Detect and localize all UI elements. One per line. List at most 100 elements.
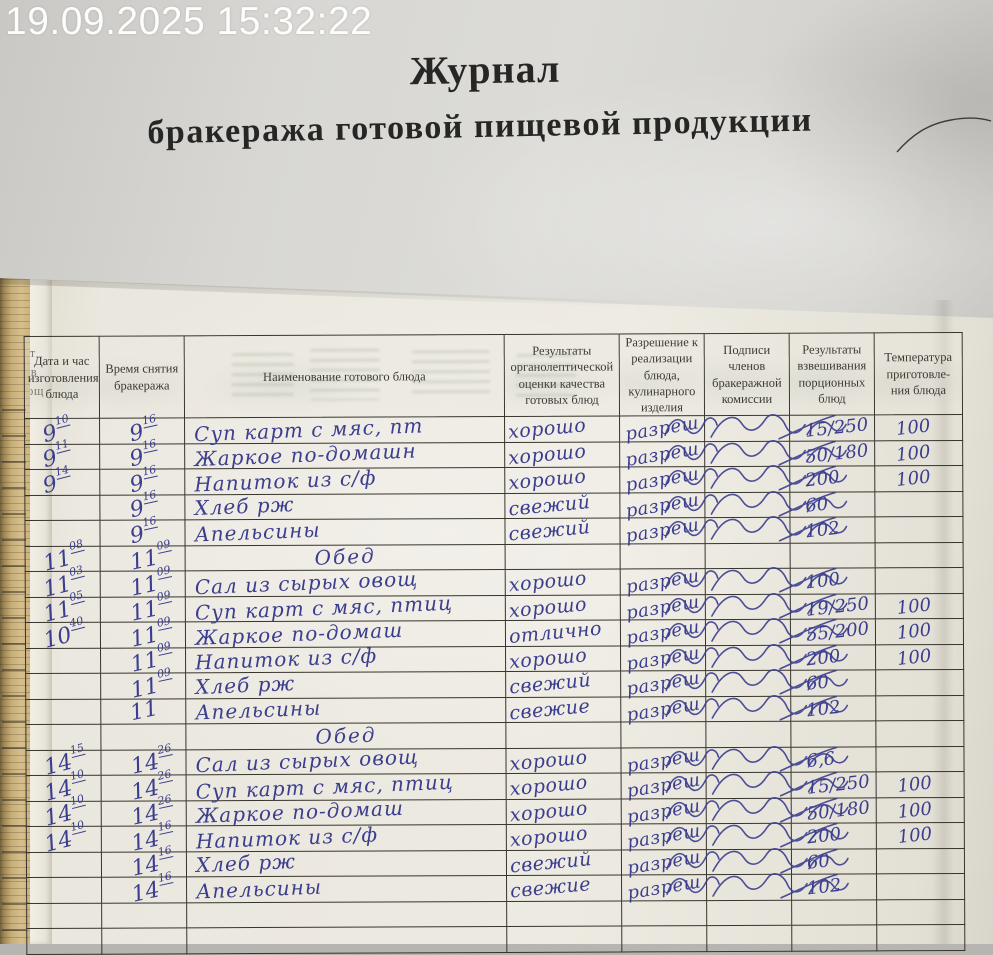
handwriting: Обед: [314, 543, 377, 570]
cell-temperature: [876, 924, 965, 951]
handwriting: хорошо: [508, 745, 589, 775]
cell-signatures: [665, 745, 849, 773]
cell-quality: свежие: [505, 695, 621, 724]
handwriting: 60: [804, 492, 830, 517]
cell-permission: [621, 900, 707, 927]
cell-quality: свежий: [506, 848, 622, 877]
cell-weight: 200: [791, 823, 877, 849]
cell-temperature: [875, 746, 965, 773]
handwriting: разреш: [625, 871, 703, 905]
cell-check-time: 11: [100, 695, 186, 726]
cell-signatures: [664, 490, 848, 518]
cell-quality: свежий: [504, 491, 620, 520]
cell-weight: [791, 925, 877, 951]
cell-signatures: [664, 516, 848, 544]
cell-temperature: 100: [874, 465, 963, 492]
handwriting: хорошо: [507, 439, 588, 469]
handwriting: свежие: [509, 873, 592, 903]
handwriting: хорошо: [508, 796, 589, 826]
cell-temperature: [874, 491, 963, 518]
cell-permission: разреш: [619, 463, 705, 496]
page-stack-sliver: [30, 258, 52, 944]
cell-dish-name: Напиток из с/ф: [184, 464, 505, 496]
cell-permission: [621, 925, 707, 952]
handwriting: 200: [805, 823, 843, 849]
handwriting: Обед: [314, 721, 377, 749]
cell-dish-name: Хлеб рж: [186, 849, 507, 878]
cell-weight: [790, 721, 876, 747]
cell-quality: хорошо: [506, 796, 622, 826]
bleed-through-smudge: [515, 353, 576, 398]
handwriting: 6,6: [805, 747, 837, 772]
handwriting: Хлеб рж: [194, 670, 296, 699]
cell-made-time: 1410: [26, 818, 102, 857]
cell-dish-name: Апельсины: [186, 874, 507, 903]
cell-weight: [791, 899, 877, 926]
cell-dish-name: Суп карт с мяс, птиц: [186, 769, 507, 804]
cell-signatures: [664, 567, 848, 595]
handwriting: 15/250: [805, 771, 871, 799]
cell-check-time: 1416: [101, 868, 187, 907]
handwriting: 102: [804, 517, 841, 543]
cell-temperature: [876, 873, 965, 900]
cell-weight: 60: [789, 491, 875, 518]
cell-made-time: [26, 851, 102, 878]
handwriting: Суп карт с мяс, птиц: [195, 769, 455, 804]
cell-temperature: [874, 516, 964, 543]
cell-temperature: 100: [875, 593, 964, 620]
handwriting: разреш: [624, 514, 701, 548]
cell-check-time: 1109: [100, 588, 186, 627]
handwriting: 200: [804, 466, 841, 492]
handwriting: Напиток из с/ф: [194, 643, 378, 675]
cell-check-time: 1426: [101, 792, 187, 831]
cell-dish-name: Напиток из с/ф: [185, 643, 506, 675]
cell-check-time: 1109: [100, 639, 186, 678]
handwriting: свежий: [507, 516, 592, 546]
cell-weight: 102: [791, 874, 877, 900]
cell-dish-name: [186, 926, 507, 954]
handwriting: 55/200: [804, 618, 871, 646]
header-row: Дата и час изготовления блюда Время снят…: [24, 332, 963, 419]
cell-permission: разреш: [620, 616, 706, 649]
cell-quality: хорошо: [504, 439, 620, 469]
page-crease: [932, 300, 954, 944]
bleed-through-smudge: [309, 348, 380, 401]
handwriting: Хлеб рж: [193, 492, 295, 521]
handwriting: хорошо: [507, 567, 588, 597]
cell-weight: 50/180: [791, 797, 877, 824]
cell-signatures: [665, 592, 848, 620]
cell-temperature: [875, 695, 964, 722]
cell-made-time: 914: [24, 462, 100, 499]
cell-quality: [505, 543, 621, 570]
handwriting: 50/180: [804, 439, 870, 468]
cell-check-time: 916: [99, 513, 186, 549]
handwriting: хорошо: [507, 592, 588, 622]
handwriting: 100: [894, 415, 932, 440]
cell-dish-name: Хлеб рж: [184, 492, 505, 521]
cell-dish-name: Суп карт с мяс, пт: [184, 413, 505, 446]
cell-signatures: [665, 618, 848, 646]
cell-check-time: 1426: [101, 766, 187, 805]
handwriting: 11: [127, 695, 161, 726]
cell-made-time: [24, 494, 100, 521]
row-line-ticks: [2, 409, 26, 931]
cell-weight: 60: [791, 848, 877, 875]
cell-dish-name: Обед: [185, 721, 506, 750]
journal-table: Дата и час изготовления блюда Время снят…: [24, 332, 966, 955]
handwriting: отлично: [508, 617, 603, 648]
cell-quality: хорошо: [506, 771, 622, 800]
cell-quality: хорошо: [505, 745, 622, 775]
cell-permission: разреш: [620, 693, 706, 726]
cell-weight: 55/200: [790, 618, 876, 646]
cell-weight: 102: [789, 517, 876, 543]
cell-weight: 50/180: [789, 439, 875, 468]
cell-signatures: [665, 694, 849, 722]
cell-dish-name: Апельсины: [184, 517, 506, 546]
col-header-signatures: Подписи членов бракеражной комиссии: [704, 333, 790, 416]
cell-dish-name: Жаркое по-домашн: [184, 438, 505, 471]
page-stack-edge: [0, 258, 30, 944]
cell-check-time: 1109: [100, 664, 186, 703]
handwriting: Напиток из с/ф: [193, 464, 377, 496]
cell-temperature: [876, 848, 965, 875]
cell-weight: [790, 542, 876, 569]
